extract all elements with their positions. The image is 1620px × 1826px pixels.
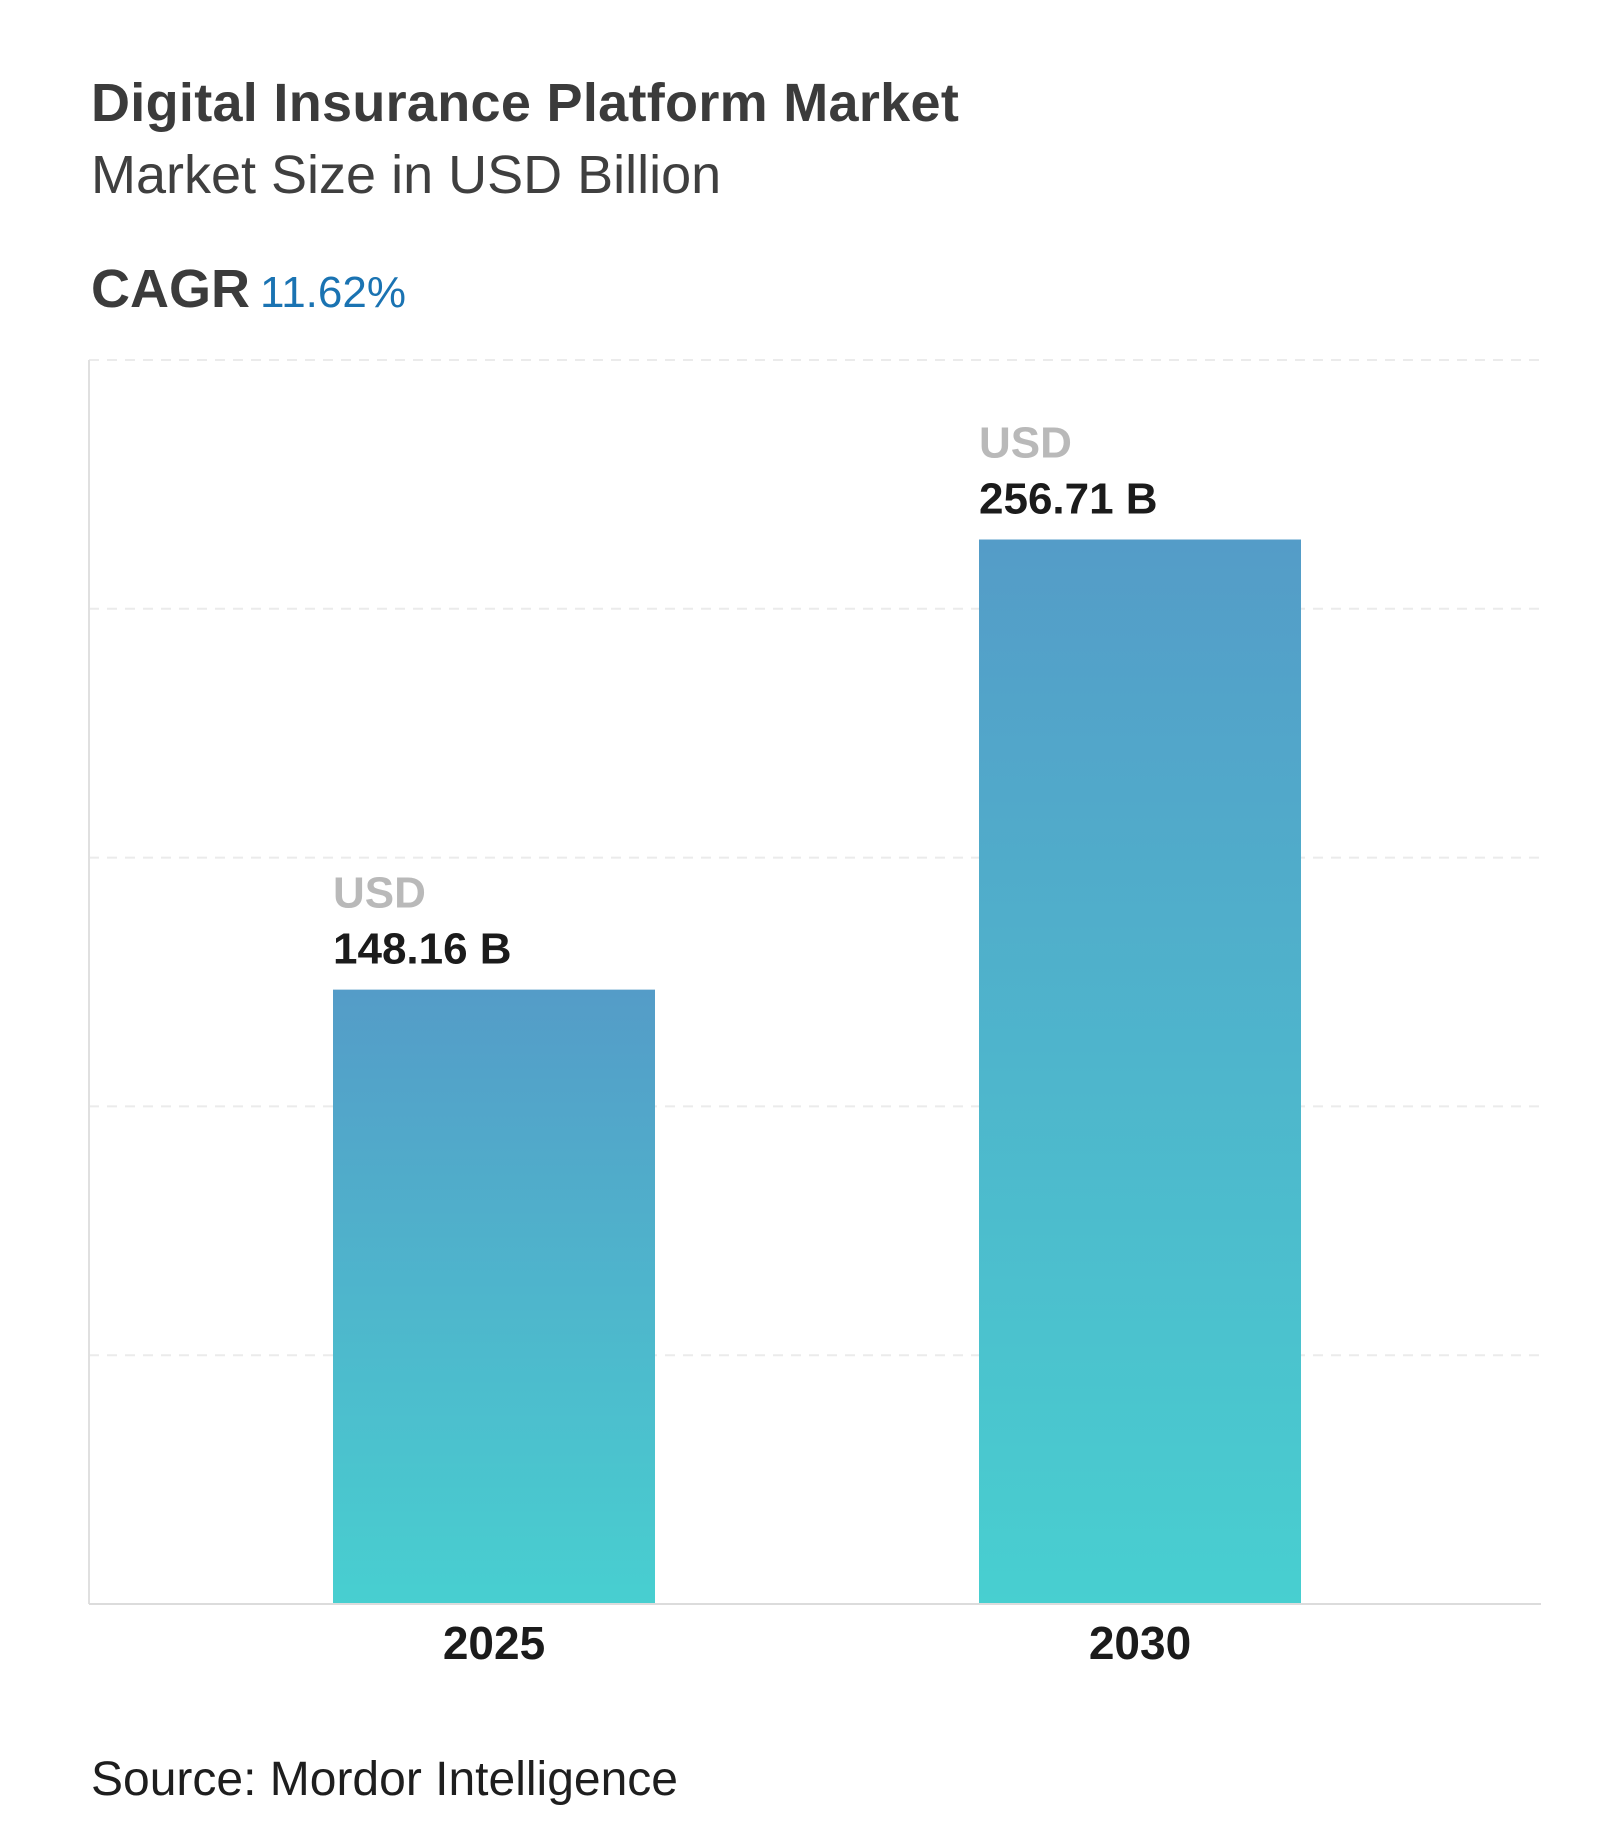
- source-note: Source: Mordor Intelligence: [91, 1753, 678, 1806]
- bar-value-label: 148.16 B: [333, 925, 512, 974]
- bar-label-prefix: USD: [979, 419, 1072, 468]
- x-tick-label: 2030: [1089, 1617, 1191, 1669]
- chart-title: Digital Insurance Platform Market: [91, 73, 960, 133]
- chart-subtitle: Market Size in USD Billion: [91, 145, 722, 205]
- bar-2025: [333, 989, 655, 1604]
- cagr-label: CAGR: [91, 259, 250, 319]
- cagr-value: 11.62%: [260, 268, 406, 317]
- cagr: CAGR 11.62%: [91, 258, 406, 320]
- bar-label-prefix: USD: [333, 869, 426, 918]
- bar-value-label: 256.71 B: [979, 475, 1158, 524]
- bar-2030: [979, 539, 1301, 1604]
- x-tick-label: 2025: [443, 1617, 545, 1669]
